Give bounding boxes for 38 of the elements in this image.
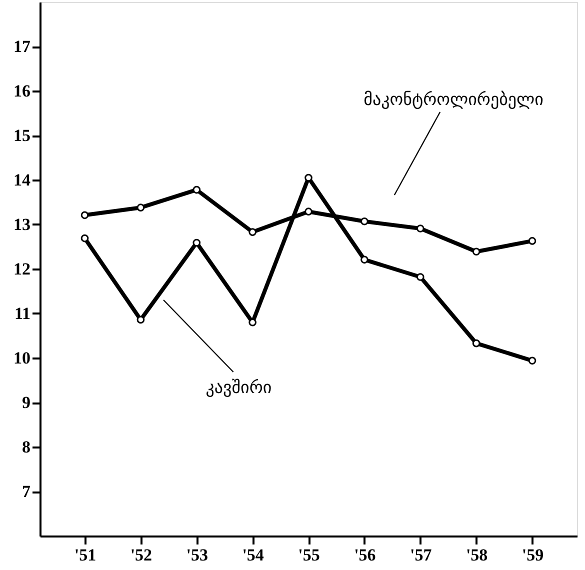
y-tick-label: 7 [22,482,31,501]
y-tick-label: 14 [14,170,31,190]
y-tick-label: 15 [14,126,30,145]
point [360,256,368,264]
y-tick-label: 17 [14,37,31,56]
x-tick-label: '57 [410,546,432,564]
point [416,224,424,232]
point [192,238,201,247]
x-tick-label: '54 [242,546,264,564]
x-tick-label: '52 [130,546,152,564]
y-tick-label: 16 [14,82,30,100]
x-tick-label: '56 [354,546,376,564]
point [528,356,536,365]
point [80,211,89,220]
y-tick-label: 13 [14,215,30,234]
text: კავშირი [206,378,272,398]
x-tick-label: '59 [522,546,544,564]
point [472,339,480,348]
y-tick-label: 10 [14,348,30,368]
point [136,316,145,324]
x-tick-label: '53 [186,546,208,564]
y-tick-label: 9 [22,393,30,412]
point [248,228,256,236]
y-tick-label: 8 [22,438,30,456]
point [80,234,89,242]
point [136,204,145,212]
point [528,237,536,245]
point [360,217,368,226]
point [304,208,312,216]
point [416,273,424,281]
point [192,186,201,194]
x-tick-label: '51 [74,546,96,564]
y-tick-label: 11 [14,304,30,323]
y-tick-label: 12 [14,260,30,278]
point [472,248,480,256]
text: მაკონტროლირებელი [364,90,544,110]
x-tick-label: '58 [466,546,488,564]
x-tick-label: '55 [298,546,320,564]
